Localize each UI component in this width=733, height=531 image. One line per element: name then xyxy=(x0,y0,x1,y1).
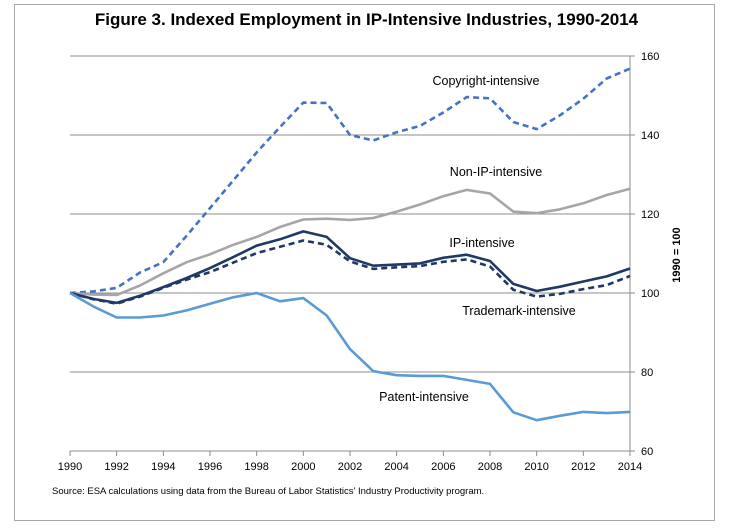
x-tick-label-2004: 2004 xyxy=(384,461,408,473)
chart-title: Figure 3. Indexed Employment in IP-Inten… xyxy=(94,10,639,29)
series-label-copyright-intensive: Copyright-intensive xyxy=(433,74,540,88)
y-axis-label: 1990 = 100 xyxy=(671,227,683,282)
x-tick-label-2006: 2006 xyxy=(431,461,455,473)
series-label-non-ip-intensive: Non-IP-intensive xyxy=(450,165,542,179)
x-tick-label-2014: 2014 xyxy=(618,461,642,473)
series-labels: Copyright-intensive Non-IP-intensive IP-in… xyxy=(379,74,576,404)
series-label-trademark-intensive: Trademark-intensive xyxy=(462,304,576,318)
x-tick-label-2012: 2012 xyxy=(571,461,595,473)
x-tick-label-1996: 1996 xyxy=(198,461,222,473)
y-tick-label-140: 140 xyxy=(641,130,659,142)
series-line-non-ip-intensive xyxy=(69,187,631,297)
series-line-ip-intensive xyxy=(69,230,631,305)
x-tick-label-1990: 1990 xyxy=(58,461,82,473)
series-label-patent-intensive: Patent-intensive xyxy=(379,390,469,404)
x-tick-label-1994: 1994 xyxy=(151,461,175,473)
series-lines xyxy=(69,67,631,422)
y-tick-label-100: 100 xyxy=(641,288,659,300)
series-line-copyright-intensive xyxy=(69,67,631,295)
series-line-trademark-intensive xyxy=(69,239,631,306)
y-tick-labels: 60 80 100 120 140 160 xyxy=(641,51,659,458)
x-tick-label-2002: 2002 xyxy=(338,461,362,473)
y-tick-label-80: 80 xyxy=(641,367,653,379)
x-tick-label-2010: 2010 xyxy=(524,461,548,473)
series-label-ip-intensive: IP-intensive xyxy=(449,236,514,250)
x-tick-label-1992: 1992 xyxy=(104,461,128,473)
source-note: Source: ESA calculations using data from… xyxy=(52,486,485,497)
x-tick-labels: 1990 1992 1994 1996 1998 2000 2002 2004 2006 2008… xyxy=(58,461,642,473)
grid-lines xyxy=(70,55,630,373)
y-tick-label-160: 160 xyxy=(641,51,659,63)
chart-frame xyxy=(14,4,715,521)
y-tick-label-120: 120 xyxy=(641,209,659,221)
series-line-patent-intensive xyxy=(69,291,631,422)
x-tick-label-2000: 2000 xyxy=(291,461,315,473)
axes xyxy=(69,55,635,456)
x-tick-label-2008: 2008 xyxy=(478,461,502,473)
y-tick-label-60: 60 xyxy=(641,446,653,458)
x-tick-label-1998: 1998 xyxy=(244,461,268,473)
